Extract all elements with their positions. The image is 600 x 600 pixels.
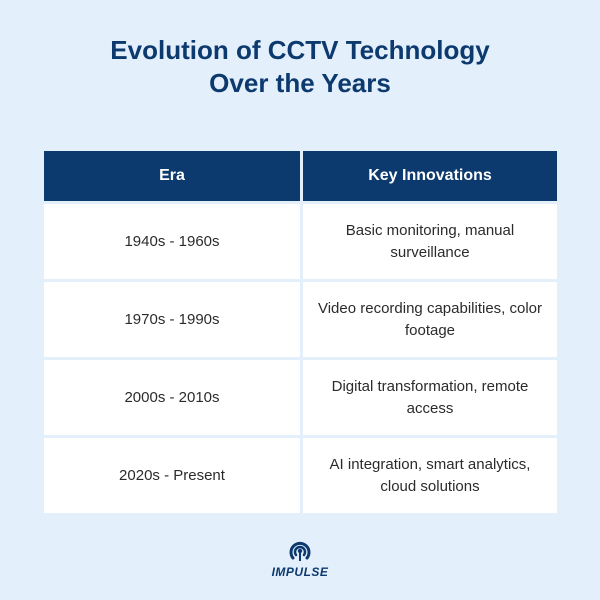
innovations-cell: Video recording capabilities, color foot… — [303, 282, 557, 357]
header-era: Era — [44, 151, 300, 201]
header-key-innovations: Key Innovations — [303, 151, 557, 201]
era-cell: 1940s - 1960s — [44, 204, 300, 279]
innovations-cell: Digital transformation, remote access — [303, 360, 557, 435]
table-row: 1970s - 1990s Video recording capabiliti… — [44, 282, 557, 357]
era-cell: 2020s - Present — [44, 438, 300, 513]
table-row: 2000s - 2010s Digital transformation, re… — [44, 360, 557, 435]
era-cell: 1970s - 1990s — [44, 282, 300, 357]
table-row: 2020s - Present AI integration, smart an… — [44, 438, 557, 513]
logo-text: IMPULSE — [271, 565, 329, 579]
broadcast-icon — [289, 541, 311, 561]
era-cell: 2000s - 2010s — [44, 360, 300, 435]
innovations-cell: AI integration, smart analytics, cloud s… — [303, 438, 557, 513]
impulse-logo: IMPULSE — [260, 539, 340, 579]
evolution-table: Era Key Innovations 1940s - 1960s Basic … — [44, 151, 557, 516]
innovations-cell: Basic monitoring, manual surveillance — [303, 204, 557, 279]
table-row: 1940s - 1960s Basic monitoring, manual s… — [44, 204, 557, 279]
page-title-line-1: Evolution of CCTV Technology — [110, 35, 490, 65]
page-title-line-2: Over the Years — [209, 68, 391, 98]
table-header-row: Era Key Innovations — [44, 151, 557, 201]
page-title: Evolution of CCTV Technology Over the Ye… — [0, 34, 600, 100]
